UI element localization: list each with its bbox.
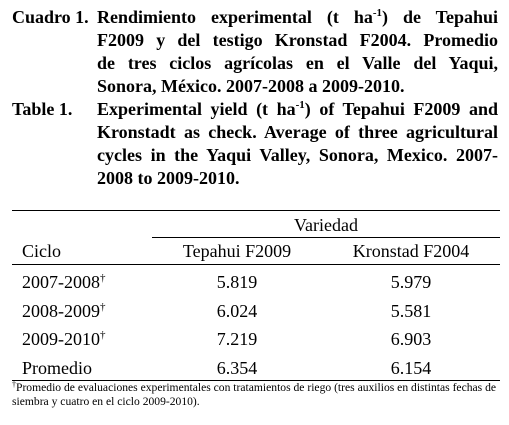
column-header: Ciclo [22,241,61,261]
caption-text: Rendimiento experimental (t ha [97,7,373,27]
caption-line: Rendimiento experimental (t ha-1) de Tep… [97,6,498,28]
caption-line: Experimental yield (t ha-1) of Tepahui F… [97,98,498,120]
cycle: 2007-2008 [22,272,100,292]
caption-label: Cuadro 1. [12,7,89,27]
cell-value: 5.979 [390,272,432,292]
column-header: Tepahui F2009 [182,241,292,261]
table-bottom-rule [12,380,500,381]
cell-value: 6.903 [390,329,432,349]
caption-line: 2008 to 2009-2010. [97,168,240,188]
cell-value: 5.581 [390,300,432,321]
caption-label: Table 1. [12,99,73,119]
group-header: Variedad [294,215,358,235]
caption-line: F2009 y del testigo Kronstad F2004. Prom… [97,30,498,50]
caption-line: Sonora, México. 2007-2008 a 2009-2010. [97,76,405,96]
row-label: Promedio [22,357,92,379]
superscript: -1 [372,7,383,19]
cell-value: 6.354 [216,357,258,378]
caption-line: cycles in the Yaqui Valley, Sonora, Mexi… [97,145,498,165]
superscript: -1 [295,99,305,111]
cycle: Promedio [22,357,92,378]
footnote-marker: † [100,300,106,313]
caption-text: ) of Tepahui F2009 and [304,99,498,119]
header-rule [12,264,500,265]
cycle: 2008-2009 [22,300,100,321]
caption-line: Kronstadt as check. Average of three agr… [97,122,498,142]
caption-line: de tres ciclos agrícolas en el Valle del… [97,53,498,73]
cell-value: 7.219 [216,329,258,349]
footnote-text: Promedio de evaluaciones experimentales … [12,381,497,408]
group-rule [152,237,500,238]
caption-text: Experimental yield (t ha [97,99,296,119]
column-header: Kronstad F2004 [352,241,470,261]
caption-text: ) de Tepahui [382,7,499,27]
footnote-marker: † [12,380,16,389]
row-label: 2007-2008† [22,271,106,293]
table-top-rule [12,210,500,211]
cell-value: 5.819 [216,272,258,292]
cell-value: 6.154 [390,357,432,378]
footnote-marker: † [100,329,106,341]
cell-value: 6.024 [216,300,258,321]
cycle: 2009-2010 [22,329,100,349]
footnote: †Promedio de evaluaciones experimentales… [12,381,504,409]
row-label: 2009-2010† [22,328,106,350]
footnote-marker: † [100,272,106,284]
row-label: 2008-2009† [22,300,106,322]
